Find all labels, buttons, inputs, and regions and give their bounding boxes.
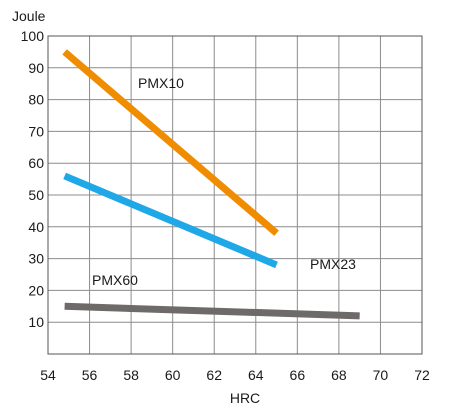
y-tick-label: 30 bbox=[28, 251, 44, 267]
y-tick-label: 80 bbox=[28, 92, 44, 108]
series-label-pmx10: PMX10 bbox=[138, 75, 184, 91]
x-axis-title: HRC bbox=[230, 390, 260, 406]
x-tick-label: 64 bbox=[248, 367, 264, 383]
plot-frame bbox=[47, 35, 423, 355]
x-tick-label: 60 bbox=[165, 367, 181, 383]
x-tick-label: 62 bbox=[206, 367, 222, 383]
x-tick-label: 56 bbox=[82, 367, 98, 383]
x-tick-label: 72 bbox=[414, 367, 430, 383]
series-labels: PMX10 PMX23 PMX60 bbox=[92, 75, 356, 288]
y-tick-labels: 10 20 30 40 50 60 70 80 90 100 bbox=[21, 28, 45, 330]
series-line-pmx60 bbox=[64, 302, 360, 320]
x-tick-label: 68 bbox=[331, 367, 347, 383]
y-tick-label: 100 bbox=[21, 28, 45, 44]
x-tick-label: 54 bbox=[40, 367, 56, 383]
y-tick-label: 70 bbox=[28, 123, 44, 139]
series-label-pmx23: PMX23 bbox=[310, 256, 356, 272]
x-tick-label: 58 bbox=[123, 367, 139, 383]
series-label-pmx60: PMX60 bbox=[92, 272, 138, 288]
series-line-pmx10 bbox=[62, 49, 279, 236]
x-tick-label: 66 bbox=[290, 367, 306, 383]
x-tick-labels: 54 56 58 60 62 64 66 68 70 72 bbox=[40, 367, 430, 383]
grid bbox=[47, 35, 423, 354]
x-tick-label: 70 bbox=[373, 367, 389, 383]
y-tick-label: 40 bbox=[28, 219, 44, 235]
series-lines bbox=[62, 49, 360, 320]
y-tick-label: 60 bbox=[28, 155, 44, 171]
y-tick-label: 20 bbox=[28, 282, 44, 298]
y-axis-title: Joule bbox=[12, 8, 46, 24]
y-tick-label: 50 bbox=[28, 187, 44, 203]
y-tick-label: 10 bbox=[28, 314, 44, 330]
series-line-pmx23 bbox=[63, 172, 278, 269]
y-tick-label: 90 bbox=[28, 60, 44, 76]
